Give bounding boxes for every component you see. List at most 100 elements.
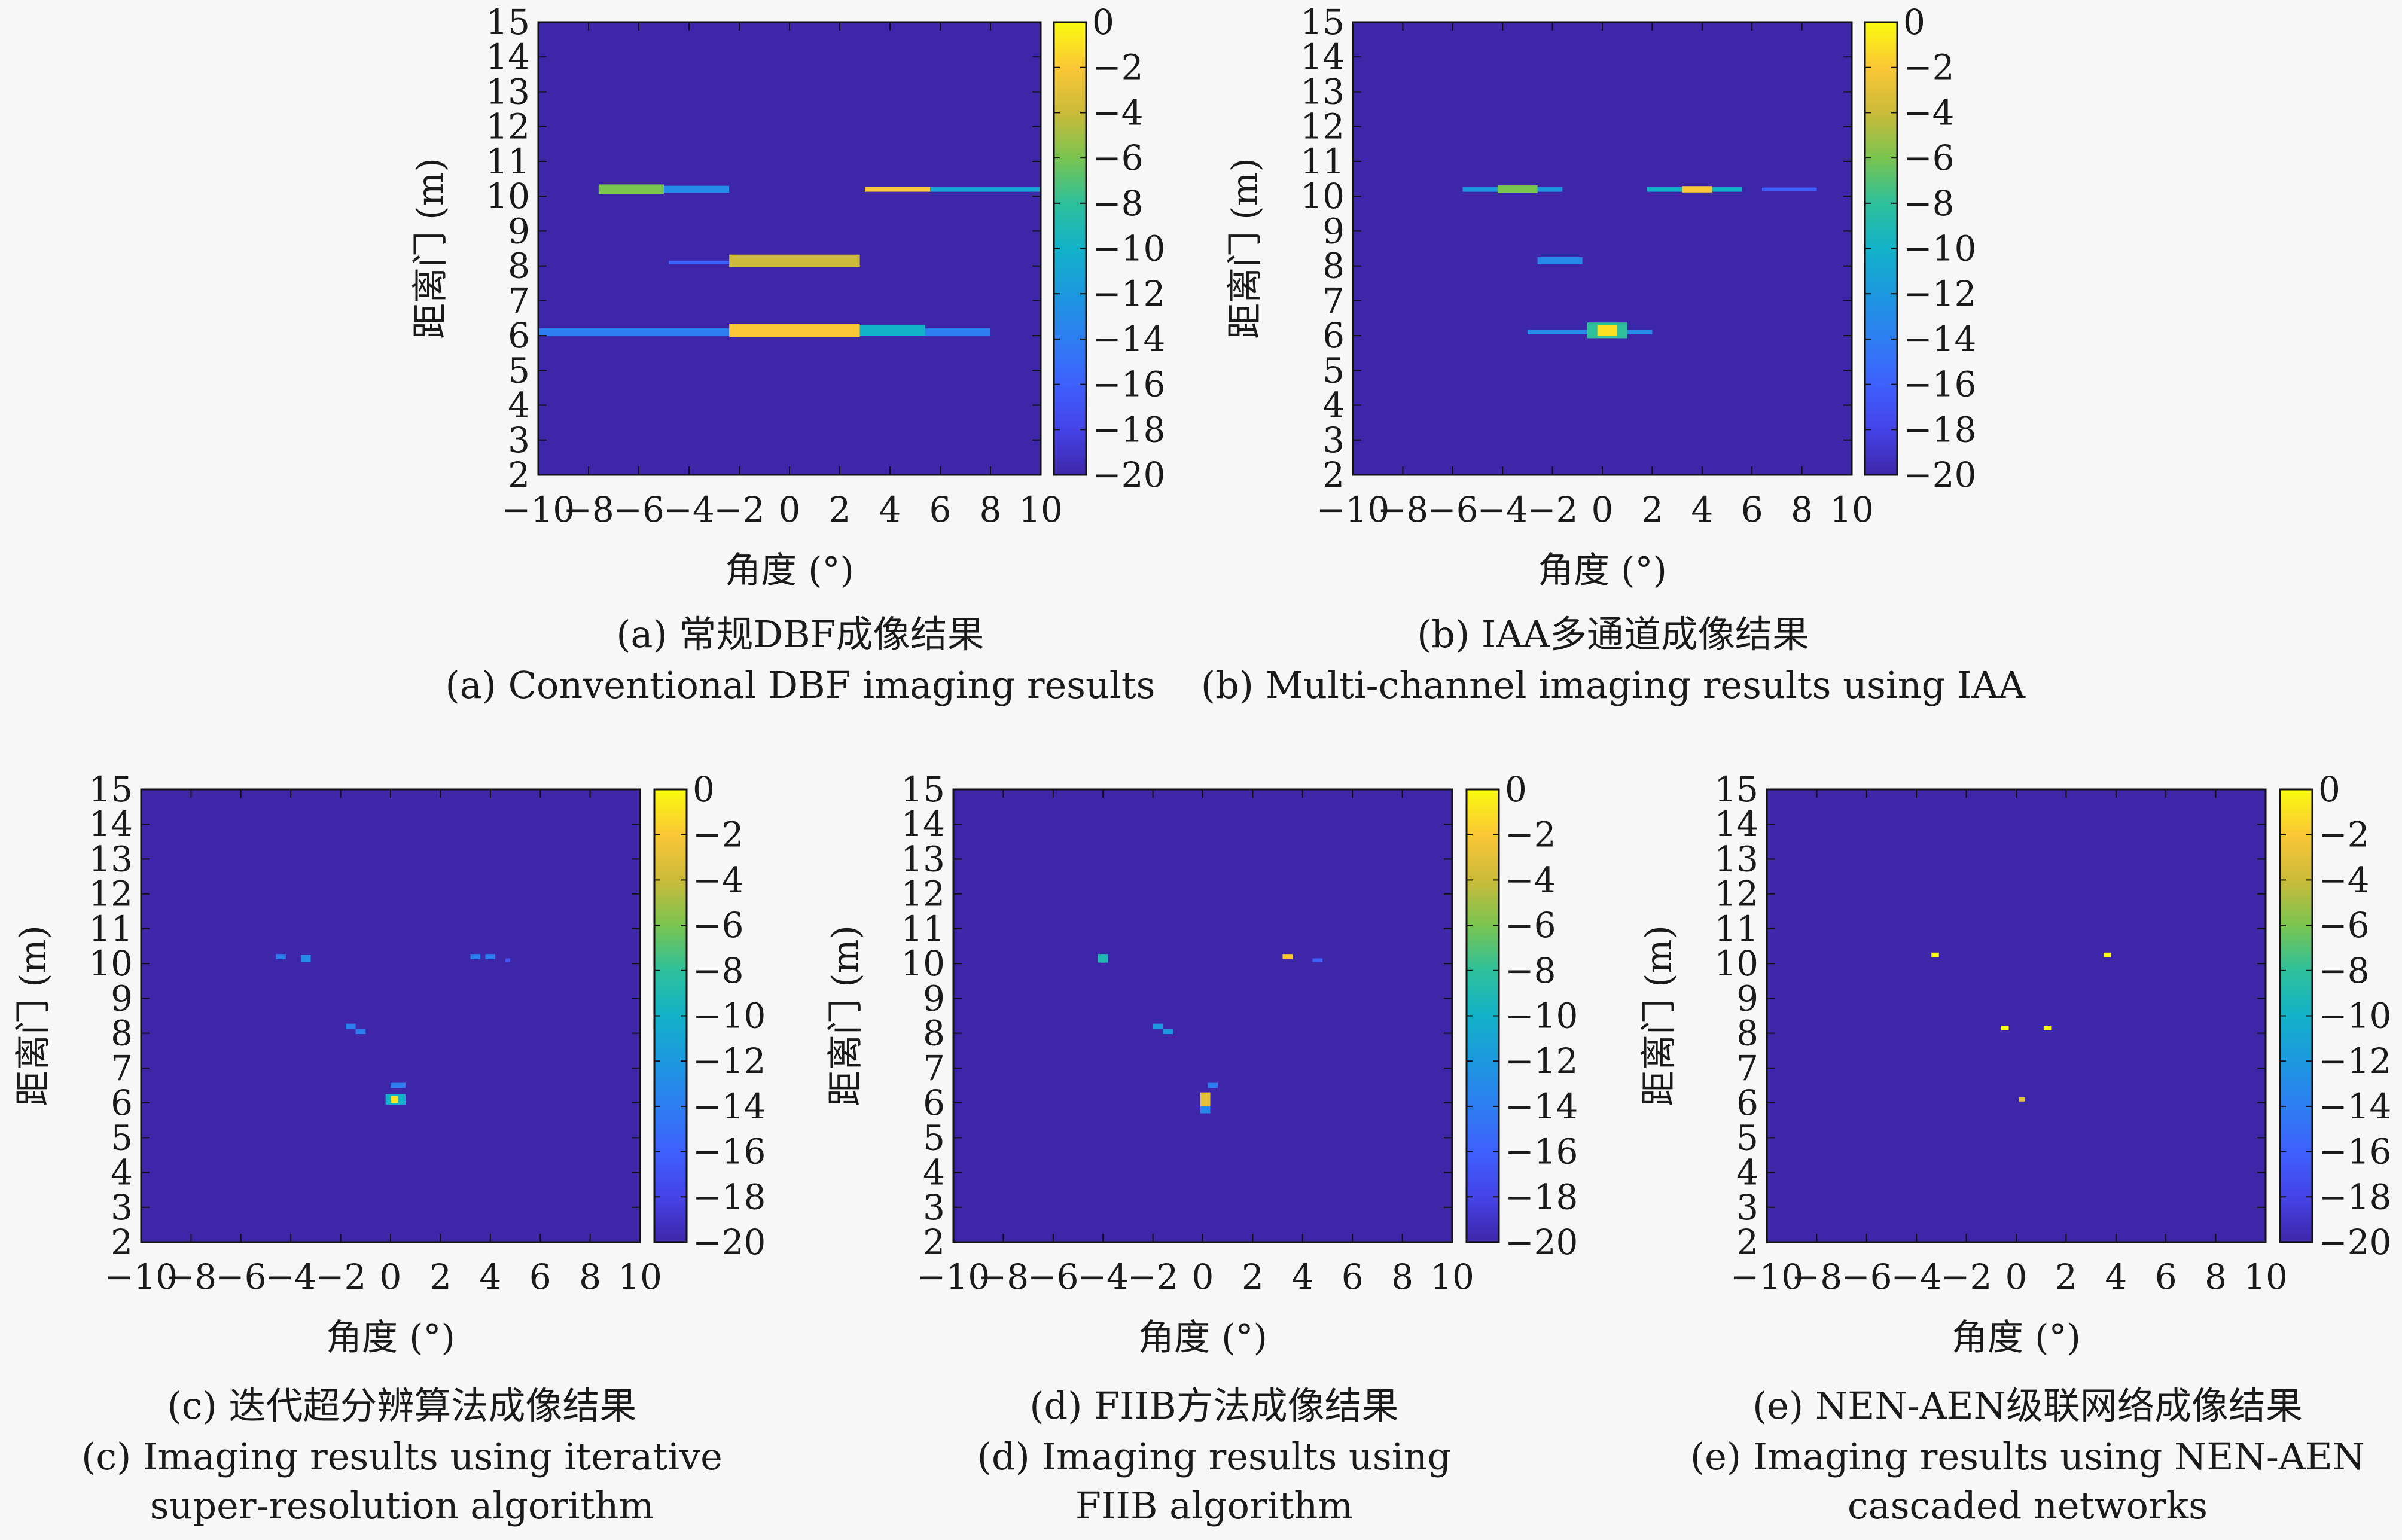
- x-tick-label: −2: [714, 489, 765, 530]
- x-tick-label: 10: [618, 1257, 662, 1297]
- subplot-a: −10−8−6−4−2 0 2 4 6 8 1023456789101112131415角度…: [410, 2, 1165, 707]
- y-axis-label: 距离门 (m): [410, 158, 452, 339]
- heatmap-feature: [391, 1082, 406, 1088]
- colorbar-tick-label: −20: [2318, 1222, 2391, 1263]
- colorbar-tick-label: 0: [1092, 2, 1114, 42]
- y-axis-label: 距离门 (m): [825, 925, 867, 1106]
- colorbar-tick-label: −14: [1092, 319, 1165, 359]
- heatmap-feature: [1200, 1106, 1211, 1114]
- y-tick-label: 15: [89, 769, 133, 810]
- colorbar-tick-label: −6: [1903, 138, 1955, 178]
- x-tick-label: −8: [563, 489, 614, 530]
- caption-en: (c) Imaging results using iterative: [81, 1435, 723, 1478]
- colorbar-tick-label: −20: [1903, 455, 1976, 495]
- heatmap-feature: [1098, 954, 1108, 963]
- colorbar-tick-label: −12: [1903, 273, 1976, 314]
- y-tick-label: 15: [1300, 2, 1345, 42]
- x-tick-label: −2: [1527, 489, 1578, 530]
- y-tick-label: 12: [901, 874, 945, 914]
- x-tick-label: 6: [1342, 1257, 1364, 1297]
- heatmap-feature: [470, 954, 481, 959]
- x-tick-label: 4: [2105, 1257, 2127, 1297]
- heatmap-feature: [345, 1023, 356, 1029]
- x-tick-label: −8: [1377, 489, 1429, 530]
- y-tick-label: 8: [111, 1013, 133, 1054]
- y-tick-label: 11: [1300, 141, 1345, 182]
- heatmap-feature: [669, 260, 730, 264]
- colorbar-tick-label: −8: [1903, 183, 1955, 224]
- y-tick-label: 9: [508, 211, 530, 251]
- plot-area: [1353, 22, 1852, 475]
- caption-zh: (a) 常规DBF成像结果: [616, 612, 984, 656]
- x-tick-label: 2: [2055, 1257, 2077, 1297]
- x-tick-label: −8: [166, 1257, 217, 1297]
- y-tick-label: 6: [1736, 1082, 1758, 1123]
- colorbar-tick-label: −18: [2318, 1176, 2391, 1217]
- y-tick-label: 9: [923, 978, 945, 1018]
- x-tick-label: −4: [265, 1257, 316, 1297]
- y-tick-label: 8: [923, 1013, 945, 1054]
- heatmap-feature: [2043, 1026, 2052, 1030]
- subplot-b: −10−8−6−4−2 0 2 4 6 8 1023456789101112131415角度…: [1201, 2, 2026, 707]
- y-tick-label: 4: [1322, 385, 1345, 426]
- colorbar-tick-label: −4: [1505, 859, 1556, 900]
- y-tick-label: 12: [1300, 106, 1345, 147]
- y-tick-label: 4: [508, 385, 530, 426]
- caption-en: (e) Imaging results using NEN-AEN: [1690, 1435, 2365, 1478]
- x-tick-label: 8: [1791, 489, 1813, 530]
- x-tick-label: 8: [2205, 1257, 2227, 1297]
- colorbar-tick-label: −18: [1903, 409, 1976, 450]
- x-axis-label: 角度 (°): [326, 1317, 455, 1359]
- y-tick-label: 11: [901, 908, 945, 949]
- heatmap-feature: [1282, 954, 1293, 959]
- colorbar-tick-label: −16: [1505, 1132, 1578, 1172]
- y-tick-label: 14: [1300, 36, 1345, 77]
- x-tick-label: −8: [1791, 1257, 1843, 1297]
- x-axis-label: 角度 (°): [1952, 1317, 2081, 1359]
- colorbar-tick-label: −10: [1092, 228, 1165, 269]
- colorbar-tick-label: −10: [693, 996, 766, 1036]
- colorbar-tick-label: −2: [1903, 47, 1955, 88]
- heatmap-feature: [276, 954, 286, 959]
- colorbar-tick-label: −10: [1505, 996, 1578, 1036]
- x-tick-label: 6: [929, 489, 952, 530]
- heatmap-feature: [1761, 187, 1817, 191]
- colorbar-tick-label: −18: [1092, 409, 1165, 450]
- plot-area: [1767, 789, 2266, 1242]
- x-tick-label: 6: [1741, 489, 1763, 530]
- colorbar-tick-label: −20: [1505, 1222, 1578, 1263]
- x-tick-label: 10: [1019, 489, 1063, 530]
- y-tick-label: 11: [89, 908, 133, 949]
- x-tick-label: −4: [1891, 1257, 1942, 1297]
- colorbar-tick-label: −6: [1092, 138, 1144, 178]
- colorbar-tick-label: −4: [2318, 859, 2370, 900]
- heatmap-feature: [2019, 1097, 2025, 1102]
- colorbar-tick-label: −2: [693, 815, 744, 855]
- colorbar-tick-label: 0: [1903, 2, 1925, 42]
- heatmap-feature: [300, 955, 311, 962]
- y-tick-label: 2: [111, 1222, 133, 1263]
- y-tick-label: 5: [508, 350, 530, 391]
- heatmap-feature: [1163, 1029, 1173, 1035]
- heatmap-feature: [2103, 952, 2111, 957]
- x-tick-label: 10: [2244, 1257, 2288, 1297]
- caption-en: (b) Multi-channel imaging results using …: [1201, 663, 2026, 707]
- colorbar-tick-label: −14: [1903, 319, 1976, 359]
- y-tick-label: 10: [901, 943, 945, 984]
- heatmap-feature: [1597, 325, 1618, 336]
- y-tick-label: 5: [1322, 350, 1345, 391]
- heatmap-feature: [598, 184, 664, 194]
- x-tick-label: −6: [1427, 489, 1479, 530]
- y-tick-label: 5: [111, 1117, 133, 1158]
- colorbar-tick-label: −8: [2318, 950, 2370, 991]
- x-tick-label: −10: [917, 1257, 990, 1297]
- y-tick-label: 10: [1300, 176, 1345, 216]
- x-tick-label: −2: [1127, 1257, 1179, 1297]
- colorbar-tick-label: −12: [2318, 1041, 2391, 1081]
- y-tick-label: 7: [1736, 1048, 1758, 1088]
- heatmap-feature: [1931, 952, 1939, 957]
- colorbar-tick-label: −2: [1505, 815, 1556, 855]
- heatmap-feature: [1153, 1023, 1163, 1029]
- colorbar-tick-label: −12: [693, 1041, 766, 1081]
- x-tick-label: 0: [380, 1257, 402, 1297]
